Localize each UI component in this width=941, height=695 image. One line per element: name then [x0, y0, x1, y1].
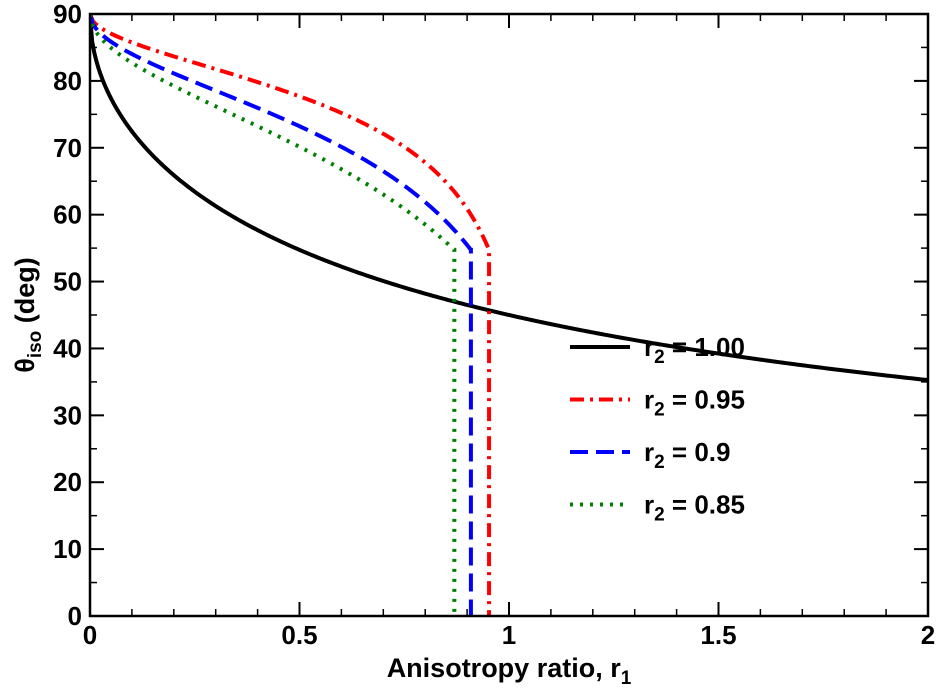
y-tick-label: 90 — [53, 0, 82, 29]
legend-label: r2 = 1.00 — [644, 332, 745, 368]
series-line — [90, 14, 457, 616]
legend: r2 = 1.00 r2 = 0.95 r2 = 0.9 r2 = 0.85 — [570, 332, 745, 526]
y-tick-label: 0 — [68, 601, 82, 631]
series-line — [90, 14, 492, 616]
series-layer — [90, 14, 928, 616]
x-tick-label: 1 — [502, 620, 516, 650]
series-line — [90, 14, 928, 383]
x-axis-label: Anisotropy ratio, r1 — [387, 653, 632, 689]
y-tick-label: 60 — [53, 200, 82, 230]
ticks-layer — [89, 13, 929, 617]
x-tick-label: 2 — [921, 620, 935, 650]
y-tick-label: 80 — [53, 66, 82, 96]
y-axis-label: θiso (deg) — [10, 257, 46, 373]
y-tick-label: 50 — [53, 267, 82, 297]
y-tick-label: 10 — [53, 534, 82, 564]
y-tick-label: 30 — [53, 400, 82, 430]
legend-label: r2 = 0.9 — [644, 437, 730, 473]
x-tick-label: 0.5 — [281, 620, 317, 650]
x-tick-label: 0 — [83, 620, 97, 650]
x-tick-label: 1.5 — [700, 620, 736, 650]
series-line — [90, 14, 473, 616]
y-tick-label: 70 — [53, 133, 82, 163]
legend-label: r2 = 0.85 — [644, 490, 745, 526]
y-tick-label: 40 — [53, 333, 82, 363]
legend-label: r2 = 0.95 — [644, 385, 745, 421]
y-tick-label: 20 — [53, 467, 82, 497]
